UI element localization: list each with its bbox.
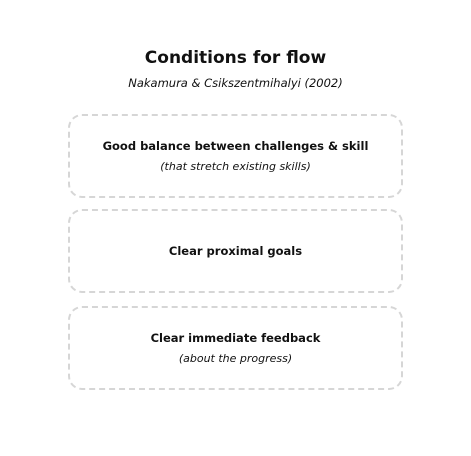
condition-label: Good balance between challenges & skill [102, 138, 369, 153]
condition-card-immediate-feedback: Clear immediate feedback (about the prog… [68, 306, 403, 390]
condition-card-proximal-goals: Clear proximal goals [68, 209, 403, 293]
diagram-citation: Nakamura & Csikszentmihalyi (2002) [128, 76, 343, 90]
diagram-title: Conditions for flow [144, 48, 327, 68]
condition-card-challenge-skill-balance: Good balance between challenges & skill … [68, 114, 403, 198]
condition-note: (about the progress) [178, 351, 293, 365]
condition-note: (that stretch existing skills) [160, 159, 311, 173]
condition-label: Clear proximal goals [168, 244, 303, 258]
condition-label: Clear immediate feedback [150, 330, 321, 345]
